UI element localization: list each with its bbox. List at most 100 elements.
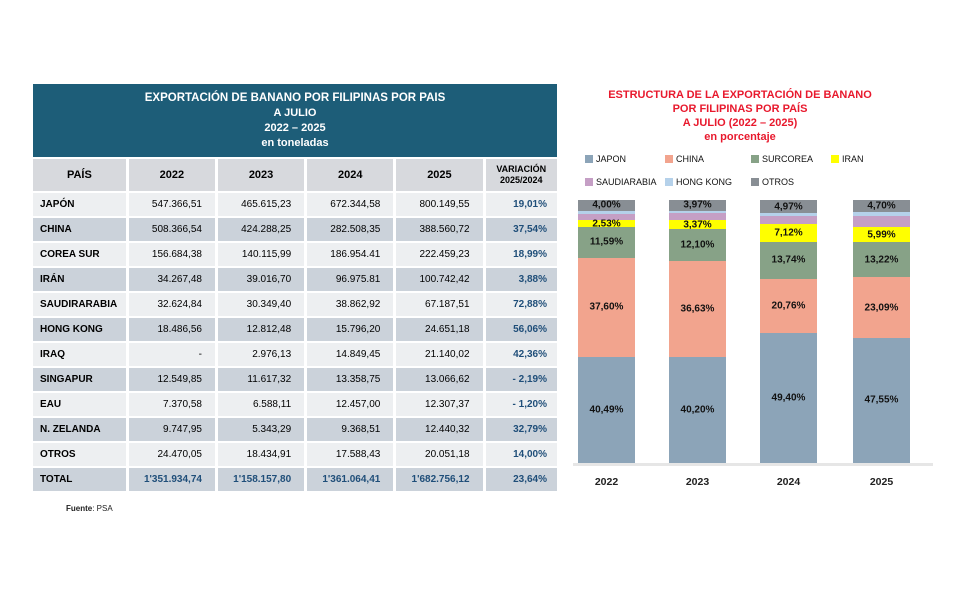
table-row: HONG KONG 18.486,56 12.812,48 15.796,20 24.6… <box>33 318 557 341</box>
value-cell: 6.588,11 <box>217 393 305 416</box>
bar-segment-saudiarabia <box>853 216 910 227</box>
data-label: 37,60% <box>589 301 624 313</box>
data-label: 47,55% <box>864 394 899 406</box>
country-cell: JAPÓN <box>33 193 126 216</box>
data-label: 40,20% <box>680 404 715 416</box>
chart-legend: JAPON CHINA SURCOREA IRAN SAUDIARABIA HONG KO… <box>585 154 955 187</box>
value-cell: 222.459,23 <box>396 243 483 266</box>
data-label: 4,97% <box>774 201 803 213</box>
data-label: 4,00% <box>592 199 621 211</box>
bar-segment-china: 20,76% <box>760 278 817 334</box>
value-cell: 5.343,29 <box>217 418 305 441</box>
legend-swatch-icon <box>585 178 593 186</box>
legend-label: SURCOREA <box>762 154 814 164</box>
export-table: PAÍS 2022 2023 2024 2025 VARIACIÓN 2025/… <box>30 157 560 493</box>
legend-label: SAUDIARABIA <box>596 177 657 187</box>
country-cell: IRÁN <box>33 268 126 291</box>
bar-segment-hong-kong <box>760 213 817 217</box>
country-cell: IRAQ <box>33 343 126 366</box>
table-row: IRAQ -2.976,13 14.849,45 21.140,02 42,36% <box>33 343 557 366</box>
value-cell: 12.307,37 <box>396 393 483 416</box>
source-value: : PSA <box>92 504 113 513</box>
variation-cell: 32,79% <box>485 418 557 441</box>
value-cell: 140.115,99 <box>217 243 305 266</box>
chart-panel: ESTRUCTURA DE LA EXPORTACIÓN DE BANANO P… <box>563 88 955 500</box>
bar-segment-saudiarabia <box>669 213 726 221</box>
value-cell: 1'361.064,41 <box>307 468 394 491</box>
value-cell: 14.849,45 <box>307 343 394 366</box>
table-row: JAPÓN 547.366,51 465.615,23 672.344,58 800.1… <box>33 193 557 216</box>
value-cell: 30.349,40 <box>217 293 305 316</box>
variation-cell: 42,36% <box>485 343 557 366</box>
bar-segment-japon: 49,40% <box>760 333 817 463</box>
data-label: 20,76% <box>771 300 806 312</box>
bar-segment-iran: 5,99% <box>853 226 910 243</box>
table-row: CHINA 508.366,54 424.288,25 282.508,35 388.5… <box>33 218 557 241</box>
value-cell: 96.975.81 <box>307 268 394 291</box>
data-label: 11,59% <box>589 236 624 248</box>
table-header-row: PAÍS 2022 2023 2024 2025 VARIACIÓN 2025/… <box>33 159 557 191</box>
bar-segment-china: 23,09% <box>853 277 910 338</box>
legend-item-japon: JAPON <box>585 154 665 164</box>
value-cell: 9.747,95 <box>128 418 215 441</box>
country-cell: OTROS <box>33 443 126 466</box>
data-label: 5,99% <box>867 229 896 241</box>
table-row: EAU 7.370,58 6.588,11 12.457,00 12.307,37- 1… <box>33 393 557 416</box>
data-label: 3,37% <box>683 219 712 231</box>
bar-segment-surcorea: 13,74% <box>760 242 817 279</box>
data-label: 3,97% <box>683 199 712 211</box>
bar-segment-otros: 4,00% <box>578 200 635 211</box>
table-row: OTROS 24.470,05 18.434,91 17.588,43 20.051,1… <box>33 443 557 466</box>
bar-segment-saudiarabia <box>578 214 635 221</box>
legend-label: JAPON <box>596 154 627 164</box>
legend-item-hong-kong: HONG KONG <box>665 177 751 187</box>
legend-swatch-icon <box>751 178 759 186</box>
country-cell: SAUDIRARABIA <box>33 293 126 316</box>
value-cell: 24.651,18 <box>396 318 483 341</box>
value-cell: 7.370,58 <box>128 393 215 416</box>
country-cell: EAU <box>33 393 126 416</box>
value-cell: 465.615,23 <box>217 193 305 216</box>
variation-cell: 3,88% <box>485 268 557 291</box>
bar-segment-japon: 40,49% <box>578 356 635 463</box>
bar-segment-iran: 2,53% <box>578 218 635 229</box>
value-cell: 12.440,32 <box>396 418 483 441</box>
country-cell: COREA SUR <box>33 243 126 266</box>
value-cell: 1'682.756,12 <box>396 468 483 491</box>
x-axis-label: 2022 <box>594 476 619 488</box>
legend-item-otros: OTROS <box>751 177 831 187</box>
chart-title-line-1: ESTRUCTURA DE LA EXPORTACIÓN DE BANANO <box>608 89 872 101</box>
variation-cell: 19,01% <box>485 193 557 216</box>
value-cell: 1'158.157,80 <box>217 468 305 491</box>
chart-title: ESTRUCTURA DE LA EXPORTACIÓN DE BANANO P… <box>563 88 917 144</box>
bar-segment-hong-kong <box>853 212 910 217</box>
data-label: 36,63% <box>680 303 715 315</box>
data-label: 4,70% <box>867 200 896 212</box>
legend-swatch-icon <box>831 155 839 163</box>
stacked-bar-2022: 4,00% 2,53% 11,59% 37,60% 40,49% <box>578 200 635 463</box>
chart-title-line-4: en porcentaje <box>704 131 776 143</box>
chart-title-line-3: A JULIO (2022 – 2025) <box>682 117 798 129</box>
legend-label: HONG KONG <box>676 177 733 187</box>
value-cell: 388.560,72 <box>396 218 483 241</box>
data-label: 13,22% <box>864 254 899 266</box>
bar-segment-japon: 47,55% <box>853 337 910 463</box>
variation-cell: 14,00% <box>485 443 557 466</box>
bar-segment-otros: 3,97% <box>669 200 726 211</box>
variation-cell: 23,64% <box>485 468 557 491</box>
bar-segment-otros: 4,97% <box>760 200 817 214</box>
bar-segment-iran: 7,12% <box>760 223 817 243</box>
bar-segment-iran: 3,37% <box>669 219 726 230</box>
value-cell: 32.624,84 <box>128 293 215 316</box>
variation-cell: 72,88% <box>485 293 557 316</box>
legend-swatch-icon <box>665 155 673 163</box>
country-cell: HONG KONG <box>33 318 126 341</box>
data-label: 13,74% <box>771 254 806 266</box>
stacked-bar-2025: 4,70% 5,99% 13,22% 23,09% 47,55% <box>853 200 910 463</box>
stacked-bar-2023: 3,97% 3,37% 12,10% 36,63% 40,20% <box>669 200 726 463</box>
bar-segment-surcorea: 11,59% <box>578 227 635 258</box>
table-body: JAPÓN 547.366,51 465.615,23 672.344,58 800.1… <box>33 193 557 491</box>
value-cell: 424.288,25 <box>217 218 305 241</box>
table-title: EXPORTACIÓN DE BANANO POR FILIPINAS POR … <box>33 84 557 157</box>
legend-label: IRAN <box>842 154 864 164</box>
